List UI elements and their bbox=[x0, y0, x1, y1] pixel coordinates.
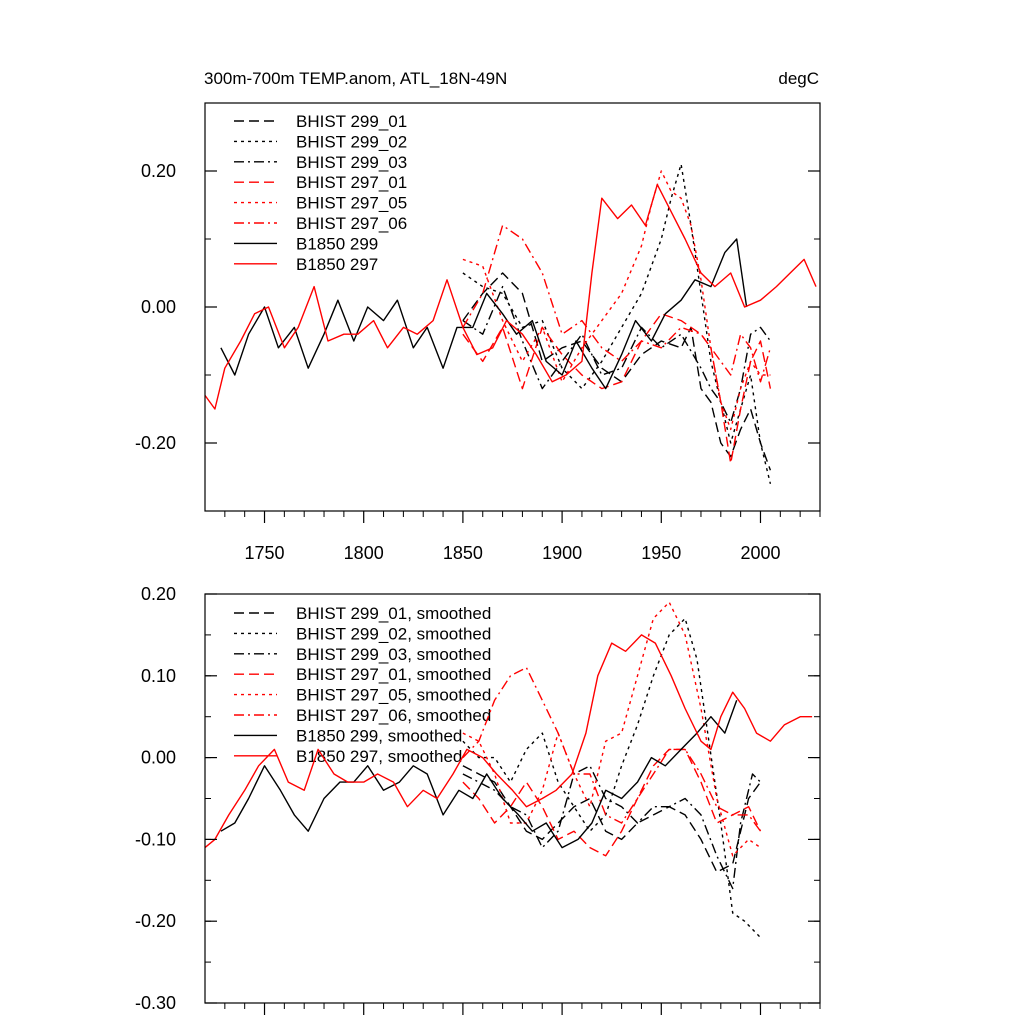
top-legend-label-5: BHIST 297_05 bbox=[296, 194, 407, 213]
top-series-line-3 bbox=[462, 285, 771, 424]
bottom-series-line-6 bbox=[462, 666, 762, 832]
top-xtick-label: 1850 bbox=[443, 543, 483, 563]
bottom-series-line-2 bbox=[462, 617, 762, 939]
top-title: 300m-700m TEMP.anom, ATL_18N-49N bbox=[204, 69, 507, 88]
top-units: degC bbox=[778, 69, 819, 88]
bottom-legend-label-6: BHIST 297_06, smoothed bbox=[296, 706, 491, 725]
bottom-ytick-label: -0.10 bbox=[135, 829, 176, 849]
bottom-legend-label-5: BHIST 297_05, smoothed bbox=[296, 686, 491, 705]
top-axes: -0.20 0.00 0.20 1750 1800 1850 1900 1950 2000 bbox=[135, 102, 821, 563]
top-legend-label-2: BHIST 299_02 bbox=[296, 132, 407, 151]
top-legend-label-3: BHIST 299_03 bbox=[296, 153, 407, 172]
top-xtick-label: 1900 bbox=[542, 543, 582, 563]
top-series-line-6 bbox=[462, 224, 772, 383]
bottom-axes: -0.30 -0.20 -0.10 0.00 0.10 0.20 bbox=[135, 584, 821, 1015]
bottom-legend-label-3: BHIST 299_03, smoothed bbox=[296, 645, 491, 664]
top-series-line-5 bbox=[462, 170, 771, 431]
bottom-series-line-5 bbox=[462, 601, 761, 857]
top-ytick-label: 0.20 bbox=[141, 161, 176, 181]
bottom-series-line-1 bbox=[462, 765, 762, 873]
bottom-series-line-4 bbox=[462, 748, 762, 857]
bottom-legend-label-1: BHIST 299_01, smoothed bbox=[296, 604, 491, 623]
bottom-legend-label-7: B1850 299, smoothed bbox=[296, 726, 462, 745]
top-legend-label-6: BHIST 297_06 bbox=[296, 214, 407, 233]
bottom-plot-lines bbox=[204, 601, 813, 939]
bottom-ytick-label: 0.00 bbox=[141, 748, 176, 768]
top-plot-lines bbox=[204, 163, 817, 484]
top-ytick-label: 0.00 bbox=[141, 297, 176, 317]
top-series-line-7 bbox=[220, 238, 748, 390]
top-legend-label-7: B1850 299 bbox=[296, 234, 378, 253]
bottom-ytick-label: 0.10 bbox=[141, 666, 176, 686]
bottom-ytick-label: -0.20 bbox=[135, 911, 176, 931]
bottom-legend-label-2: BHIST 299_02, smoothed bbox=[296, 624, 491, 643]
top-series-line-4 bbox=[462, 313, 772, 465]
top-xtick-label: 1750 bbox=[244, 543, 284, 563]
bottom-series-line-8 bbox=[204, 634, 813, 849]
bottom-legend-label-8: B1850 297, smoothed bbox=[296, 747, 462, 766]
bottom-series-line-7 bbox=[220, 700, 738, 849]
top-ytick-label: -0.20 bbox=[135, 433, 176, 453]
top-legend-label-8: B1850 297 bbox=[296, 255, 378, 274]
bottom-legend-label-4: BHIST 297_01, smoothed bbox=[296, 665, 491, 684]
top-xtick-label: 1800 bbox=[344, 543, 384, 563]
panel-top: 300m-700m TEMP.anom, ATL_18N-49N degC BH… bbox=[135, 69, 821, 563]
top-xtick-label: 2000 bbox=[740, 543, 780, 563]
bottom-ytick-label: -0.30 bbox=[135, 993, 176, 1013]
top-xtick-label: 1950 bbox=[641, 543, 681, 563]
bottom-series-line-3 bbox=[462, 765, 761, 890]
top-legend-label-4: BHIST 297_01 bbox=[296, 173, 407, 192]
top-series-line-8 bbox=[204, 183, 817, 410]
top-legend-label-1: BHIST 299_01 bbox=[296, 112, 407, 131]
bottom-ytick-label: 0.20 bbox=[141, 584, 176, 604]
top-series-line-1 bbox=[462, 272, 772, 471]
